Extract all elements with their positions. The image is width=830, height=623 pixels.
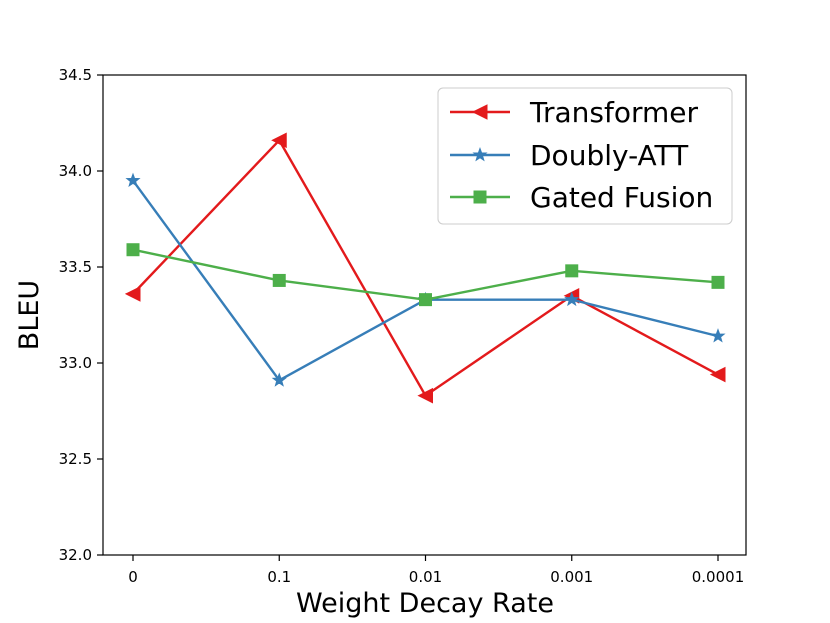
legend-marker-gated-fusion [473,190,487,204]
legend-label-gated-fusion: Gated Fusion [530,181,713,214]
plot-frame [102,74,747,556]
data-point-gated-fusion [419,293,432,307]
x-axis: 0 0.1 0.01 0.001 0.0001 [128,555,744,586]
legend-box [437,87,733,225]
x-axis-title: Weight Decay Rate [296,588,554,619]
legend-marker-doubly-att [472,147,488,162]
data-point-gated-fusion [126,243,140,257]
y-tick-label: 33.5 [59,258,92,276]
y-tick-label: 32.5 [59,450,92,468]
legend-label-doubly-att: Doubly-ATT [530,139,689,172]
data-point-gated-fusion [565,264,579,278]
y-tick-label: 33.0 [59,354,92,372]
x-tick-label: 0.0001 [692,568,745,586]
data-point-transformer [124,286,141,302]
data-point-doubly-att [564,291,580,307]
data-point-transformer [417,387,433,404]
legend-marker-transformer [471,104,488,120]
y-tick-label: 34.0 [59,162,92,180]
y-axis-title: BLEU [14,280,45,350]
legend-label-transformer: Transformer [529,96,699,129]
x-tick-label: 0.1 [267,568,291,586]
y-tick-label: 34.5 [59,66,92,84]
legend: Transformer Doubly-ATT Gated Fusion [437,87,733,225]
data-point-doubly-att [710,328,726,343]
data-point-transformer [271,132,287,149]
series-layer [124,132,726,404]
data-point-gated-fusion [711,275,725,289]
x-tick-label: 0.01 [409,568,442,586]
data-point-doubly-att [125,172,141,188]
data-point-gated-fusion [272,273,286,287]
y-axis: 32.0 32.5 33.0 33.5 34.0 34.5 [59,66,103,564]
x-tick-label: 0 [128,568,138,586]
y-tick-label: 32.0 [59,546,92,564]
x-tick-label: 0.001 [550,568,593,586]
data-point-doubly-att [271,372,287,387]
data-point-transformer [709,366,726,383]
